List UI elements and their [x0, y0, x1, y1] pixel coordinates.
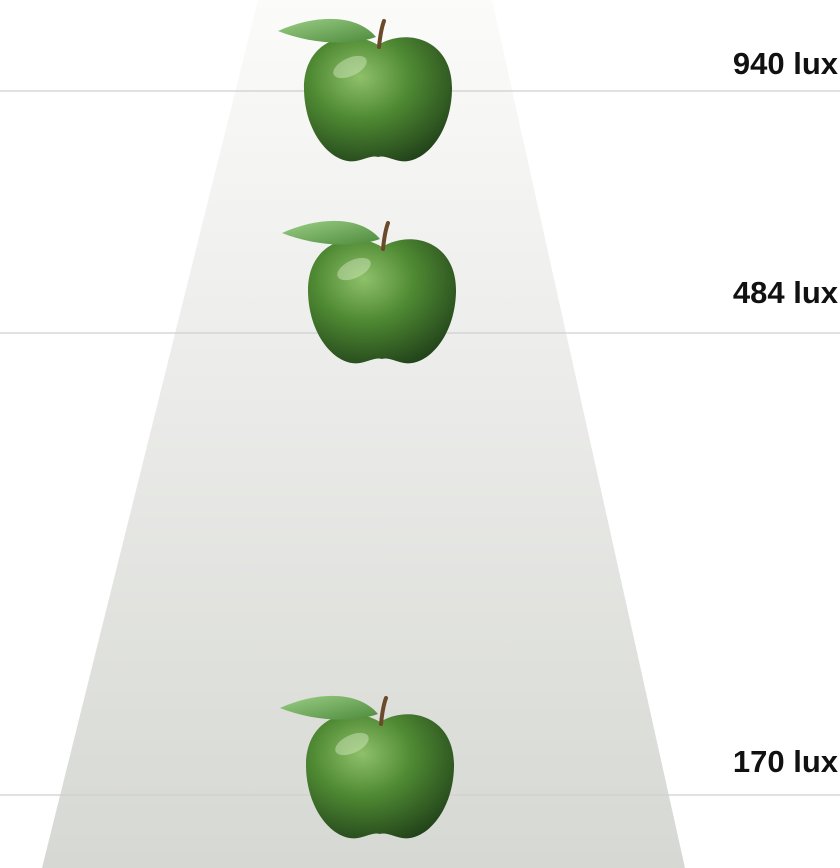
lux-label: 940 lux	[733, 46, 839, 81]
lux-label: 170 lux	[733, 744, 839, 779]
page: 940 lux 484 lux 170 lux (() => { const d…	[0, 0, 840, 868]
light-diagram: 940 lux 484 lux 170 lux	[0, 0, 840, 868]
lux-label: 484 lux	[733, 275, 839, 310]
